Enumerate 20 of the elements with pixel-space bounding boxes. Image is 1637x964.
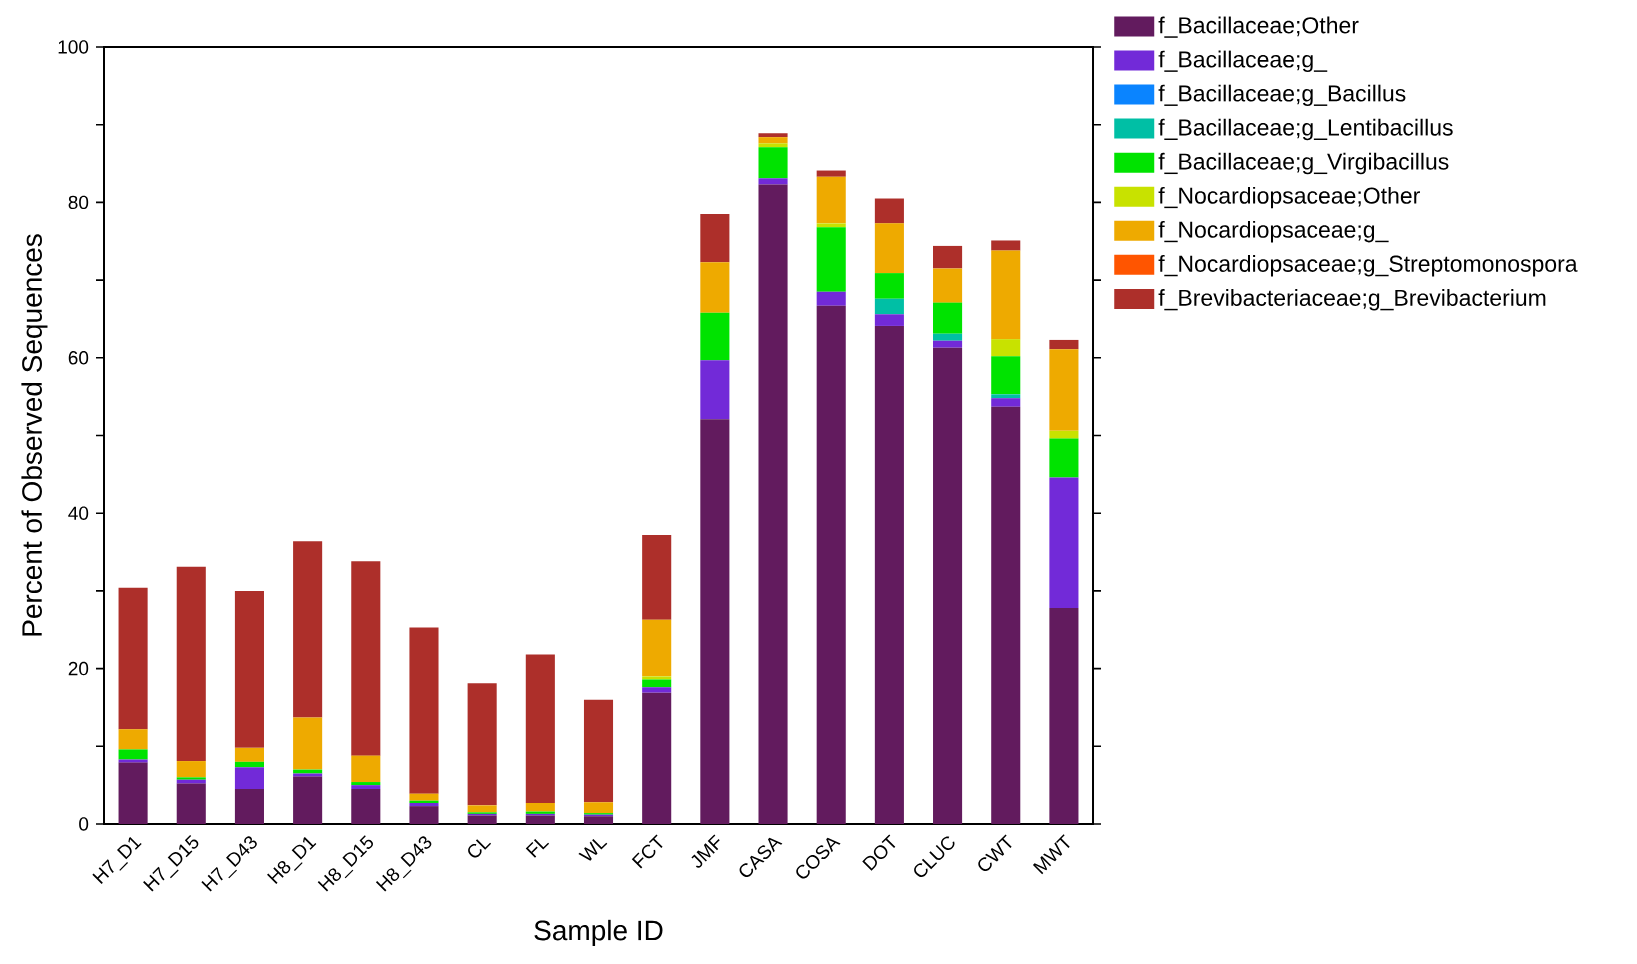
y-tick-label: 100 — [58, 40, 89, 54]
legend-label: f_Nocardiopsaceae;g_Streptomonospora — [1158, 255, 1578, 277]
y-tick-label: 60 — [68, 351, 89, 365]
legend-label: f_Nocardiopsaceae;Other — [1158, 186, 1420, 209]
legend-label: f_Brevibacteriaceae;g_Brevibacterium — [1158, 289, 1546, 311]
x-tick-label: CL — [468, 839, 492, 858]
y-tick-label: 80 — [68, 195, 89, 210]
x-axis-title: Sample ID — [534, 919, 663, 946]
legend-label: f_Bacillaceae;g_Virgibacillus — [1158, 152, 1449, 175]
legend-label: f_Bacillaceae;g_Lentibacillus — [1158, 118, 1453, 141]
y-tick-label: 20 — [68, 661, 89, 676]
x-tick-label: WL — [578, 839, 608, 861]
y-tick-label: 0 — [79, 817, 89, 831]
y-axis-title: Percent of Observed Sequences — [21, 234, 48, 636]
y-tick-label: 40 — [68, 506, 89, 520]
legend-label: f_Bacillaceae;Other — [1158, 16, 1359, 38]
x-tick-label: FL — [525, 839, 550, 858]
legend-label: f_Nocardiopsaceae;g_ — [1158, 220, 1389, 243]
legend-label: f_Bacillaceae;g_ — [1158, 50, 1328, 73]
legend-label: f_Bacillaceae;g_Bacillus — [1158, 84, 1406, 107]
